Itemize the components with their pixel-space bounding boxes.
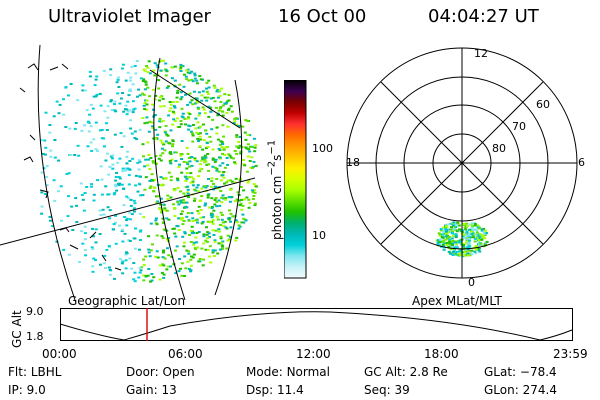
polar-plot <box>346 47 578 279</box>
geographic-image <box>0 44 258 300</box>
status-mode: Mode: Normal <box>246 365 330 379</box>
status-dsp: Dsp: 11.4 <box>246 383 304 397</box>
status-gcalt: GC Alt: 2.8 Re <box>364 365 448 379</box>
ip-label: IP: <box>8 383 23 397</box>
flt-value: LBHL <box>30 365 62 379</box>
coastline-fragments <box>19 63 122 271</box>
colorbar-tick-100: 100 <box>312 142 333 155</box>
colorbar <box>284 80 307 279</box>
instrument-title: Ultraviolet Imager <box>48 6 211 27</box>
aurora-image-pixels <box>40 59 258 283</box>
mode-value: Normal <box>286 365 330 379</box>
lat-label-80: 80 <box>492 142 506 155</box>
door-value: Open <box>162 365 195 379</box>
gain-value: 13 <box>161 383 177 397</box>
dsp-label: Dsp: <box>246 383 274 397</box>
colorbar-unit-s: s <box>270 154 284 161</box>
door-label: Door: <box>126 365 159 379</box>
gcalt-plot <box>60 308 573 341</box>
colorbar-sup2: −1 <box>266 139 278 155</box>
glat-label: GLat: <box>484 365 517 379</box>
glon-value: 274.4 <box>522 383 557 397</box>
gain-label: Gain: <box>126 383 158 397</box>
gcalt-xtick-1800: 18:00 <box>424 347 459 361</box>
status-glat: GLat: −78.4 <box>484 365 557 379</box>
gcalt-label: GC Alt: <box>364 365 406 379</box>
time-label: 04:04:27 UT <box>428 6 539 27</box>
geographic-grid <box>0 44 256 300</box>
gcalt-xtick-2359: 23:59 <box>553 347 588 361</box>
date-label: 16 Oct 00 <box>278 6 367 27</box>
mlt-label-0: 0 <box>468 276 475 289</box>
gcalt-value: 2.8 Re <box>409 365 448 379</box>
gcalt-curve <box>60 311 573 341</box>
gcalt-xtick-1200: 12:00 <box>296 347 331 361</box>
seq-label: Seq: <box>364 383 391 397</box>
flt-label: Flt: <box>8 365 27 379</box>
status-ip: IP: 9.0 <box>8 383 46 397</box>
dsp-value: 11.4 <box>276 383 304 397</box>
mode-label: Mode: <box>246 365 283 379</box>
ip-value: 9.0 <box>26 383 46 397</box>
gcalt-ytick-9: 9.0 <box>26 305 44 318</box>
gcalt-xtick-0000: 00:00 <box>42 347 77 361</box>
status-glon: GLon: 274.4 <box>484 383 557 397</box>
status-flt: Flt: LBHL <box>8 365 61 379</box>
gcalt-ytick-1.8: 1.8 <box>26 330 44 343</box>
polar-aurora-pixels <box>435 221 489 258</box>
left-panel-caption: Geographic Lat/Lon <box>68 294 186 308</box>
right-panel-caption: Apex MLat/MLT <box>412 294 502 308</box>
polar-grid <box>346 47 578 279</box>
glat-value: −78.4 <box>519 365 557 379</box>
lat-label-70: 70 <box>512 120 526 133</box>
gcalt-xtick-0600: 06:00 <box>168 347 203 361</box>
seq-value: 39 <box>394 383 410 397</box>
gcalt-ylabel: GC Alt <box>10 310 24 348</box>
mlt-label-6: 6 <box>578 156 585 169</box>
mlt-label-18: 18 <box>346 156 360 169</box>
lat-label-60: 60 <box>536 98 550 111</box>
colorbar-gradient <box>284 80 307 279</box>
status-seq: Seq: 39 <box>364 383 410 397</box>
status-door: Door: Open <box>126 365 195 379</box>
colorbar-tick-10: 10 <box>312 229 326 242</box>
colorbar-sup1: −2 <box>266 160 278 176</box>
mlt-label-12: 12 <box>474 47 488 60</box>
status-gain: Gain: 13 <box>126 383 177 397</box>
colorbar-label: photon cm−2s−1 <box>266 140 285 240</box>
colorbar-unit-text: photon cm <box>270 175 284 240</box>
glon-label: GLon: <box>484 383 519 397</box>
